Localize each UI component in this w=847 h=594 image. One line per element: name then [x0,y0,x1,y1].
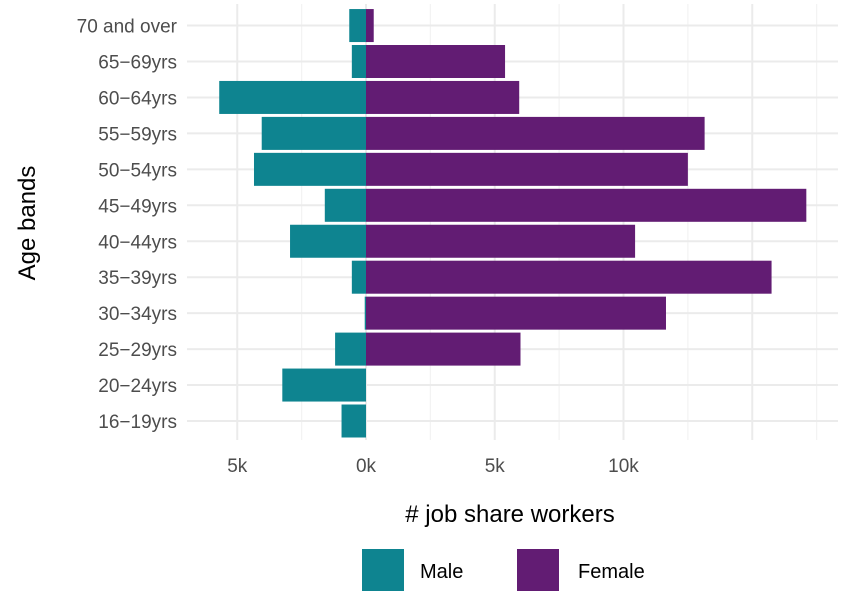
bar-male [261,116,366,150]
bars [219,9,807,438]
y-tick-label: 25−29yrs [98,340,177,361]
y-tick-label: 50−54yrs [98,160,177,181]
x-axis-title: # job share workers [405,501,614,528]
bar-male [290,224,366,258]
bar-male [324,188,366,222]
y-axis-tick-labels: 16−19yrs 20−24yrs 25−29yrs 30−34yrs 35−39yrs… [77,17,178,433]
legend-label-male: Male [420,561,463,583]
bar-male [351,45,366,78]
y-tick-label: 16−19yrs [98,412,177,433]
y-tick-label: 65−69yrs [98,53,177,74]
bar-male [351,260,366,294]
bar-male [335,332,366,366]
bar-female [366,9,374,43]
x-axis-tick-labels: 5k 0k 5k 10k [227,456,639,477]
bar-female [366,260,772,294]
y-tick-label: 20−24yrs [98,376,177,397]
bar-male [253,152,366,186]
legend-label-female: Female [578,561,645,583]
y-tick-label: 30−34yrs [98,304,177,325]
bar-female [366,296,666,330]
bar-male [219,80,366,114]
legend-swatch-male [362,549,404,591]
bar-female [366,152,688,186]
legend: Male Female [362,549,645,591]
bar-male [364,296,366,330]
x-tick-label: 0k [356,456,377,477]
x-tick-label: 5k [227,456,248,477]
bar-female [366,80,520,114]
legend-swatch-female [517,549,559,591]
x-tick-label: 10k [608,456,639,477]
bar-female [366,332,521,366]
y-tick-label: 40−44yrs [98,232,177,253]
bar-male [349,9,366,43]
y-tick-label: 35−39yrs [98,268,177,289]
bar-female [366,224,636,258]
x-tick-label: 5k [485,456,506,477]
y-tick-label: 60−64yrs [98,88,177,109]
y-axis-title: Age bands [14,166,41,281]
y-tick-label: 70 and over [77,17,178,38]
bar-female [366,45,506,78]
bar-male [282,368,366,402]
y-tick-label: 45−49yrs [98,196,177,217]
bar-female [366,188,807,222]
bar-male [341,404,366,438]
bar-female [366,116,705,150]
y-tick-label: 55−59yrs [98,124,177,145]
